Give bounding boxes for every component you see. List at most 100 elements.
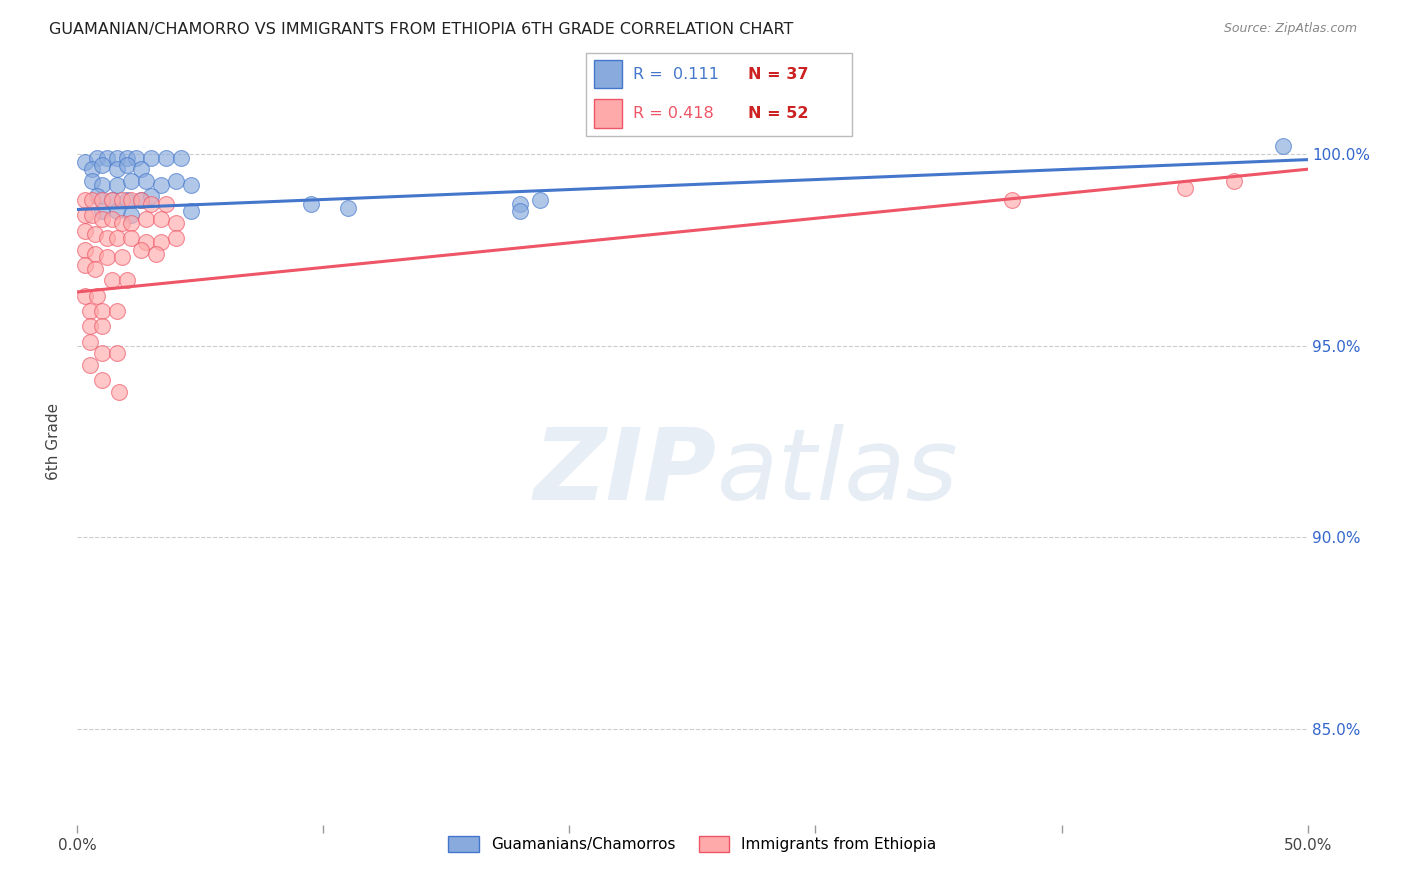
Point [165, 216, 187, 230]
Point [155, 196, 177, 211]
FancyBboxPatch shape [595, 60, 621, 88]
Point [105, 162, 128, 177]
Point [90, 204, 114, 219]
Point [135, 174, 157, 188]
Point [79, 304, 101, 318]
Point [115, 193, 138, 207]
Text: atlas: atlas [717, 424, 959, 521]
Point [82, 162, 104, 177]
Point [170, 151, 193, 165]
Point [105, 178, 128, 192]
Point [73, 223, 96, 237]
FancyBboxPatch shape [586, 53, 852, 136]
Point [111, 216, 132, 230]
Legend: Guamanians/Chamorros, Immigrants from Ethiopia: Guamanians/Chamorros, Immigrants from Et… [440, 829, 945, 860]
Point [125, 151, 148, 165]
Point [105, 204, 128, 219]
Point [150, 178, 173, 192]
Point [73, 243, 96, 257]
Point [90, 346, 114, 360]
Point [101, 193, 124, 207]
Point [150, 212, 173, 227]
Point [115, 151, 138, 165]
Point [73, 154, 96, 169]
Point [86, 151, 108, 165]
Text: Source: ZipAtlas.com: Source: ZipAtlas.com [1223, 22, 1357, 36]
Point [105, 346, 128, 360]
Point [82, 193, 104, 207]
Point [1272, 139, 1295, 153]
Point [145, 246, 167, 260]
Y-axis label: 6th Grade: 6th Grade [46, 403, 62, 480]
Point [155, 151, 177, 165]
Point [121, 208, 143, 222]
Point [105, 231, 128, 245]
Point [165, 174, 187, 188]
Point [111, 193, 132, 207]
Point [180, 178, 202, 192]
Point [135, 212, 157, 227]
Point [337, 201, 360, 215]
Point [101, 212, 124, 227]
Point [299, 196, 322, 211]
Point [86, 189, 108, 203]
Point [150, 235, 173, 249]
Point [79, 358, 101, 372]
Point [96, 151, 118, 165]
Text: N = 52: N = 52 [748, 106, 808, 120]
Point [509, 204, 531, 219]
Point [101, 273, 124, 287]
Point [529, 193, 551, 207]
Point [141, 196, 163, 211]
Point [96, 231, 118, 245]
Point [73, 289, 96, 303]
Text: R = 0.418: R = 0.418 [633, 106, 714, 120]
Point [111, 251, 132, 265]
Point [129, 243, 153, 257]
Point [82, 174, 104, 188]
Point [73, 258, 96, 272]
Point [90, 373, 114, 387]
Point [1174, 181, 1197, 195]
Text: ZIP: ZIP [534, 424, 717, 521]
Point [129, 193, 153, 207]
Point [121, 193, 143, 207]
Point [180, 204, 202, 219]
Point [115, 273, 138, 287]
Point [90, 193, 114, 207]
Point [121, 216, 143, 230]
Point [141, 189, 163, 203]
Point [90, 158, 114, 172]
Text: N = 37: N = 37 [748, 67, 808, 81]
Point [165, 231, 187, 245]
Point [108, 384, 131, 399]
Point [135, 235, 157, 249]
Point [90, 212, 114, 227]
Point [141, 151, 163, 165]
Point [105, 304, 128, 318]
Point [96, 251, 118, 265]
Point [115, 158, 138, 172]
Point [86, 289, 108, 303]
Point [121, 231, 143, 245]
Point [90, 319, 114, 334]
Point [1001, 193, 1024, 207]
Point [101, 193, 124, 207]
Text: R =  0.111: R = 0.111 [633, 67, 718, 81]
FancyBboxPatch shape [595, 99, 621, 128]
Point [509, 196, 531, 211]
Point [79, 319, 101, 334]
Point [129, 162, 153, 177]
Point [1223, 174, 1246, 188]
Point [82, 208, 104, 222]
Point [105, 151, 128, 165]
Point [79, 334, 101, 349]
Point [83, 262, 105, 277]
Point [73, 193, 96, 207]
Point [90, 304, 114, 318]
Point [90, 178, 114, 192]
Point [83, 227, 105, 242]
Text: GUAMANIAN/CHAMORRO VS IMMIGRANTS FROM ETHIOPIA 6TH GRADE CORRELATION CHART: GUAMANIAN/CHAMORRO VS IMMIGRANTS FROM ET… [49, 22, 793, 37]
Point [83, 246, 105, 260]
Point [121, 174, 143, 188]
